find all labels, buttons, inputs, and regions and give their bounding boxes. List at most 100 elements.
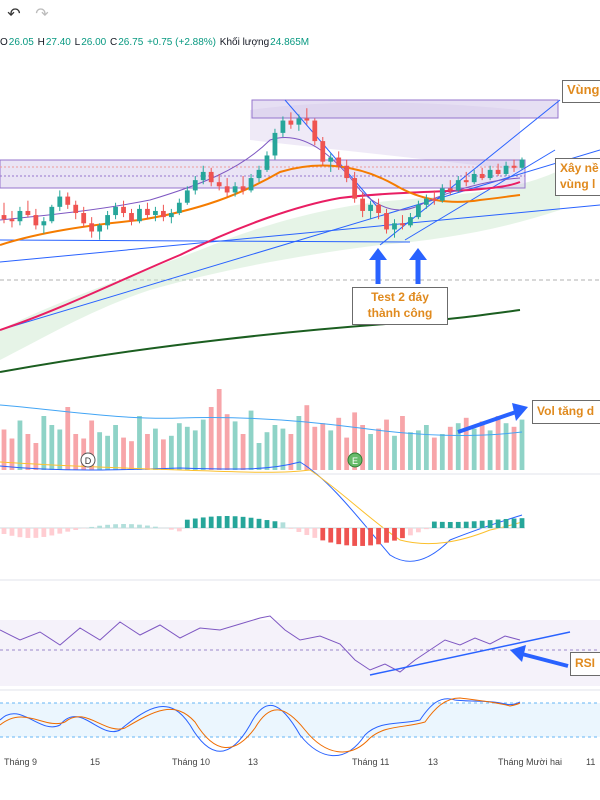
open-label: O: [0, 37, 8, 48]
undo-icon[interactable]: ↶: [7, 6, 21, 23]
arrow-up-icon: [369, 248, 387, 284]
volume-bar: [89, 420, 95, 470]
macd-bar: [240, 516, 246, 528]
candle-body: [487, 169, 493, 179]
rsi-trendline: [369, 631, 571, 676]
x-axis: Tháng 9 15 Tháng 10 13 Tháng 11 13 Tháng…: [4, 757, 595, 767]
change-value: +0.75 (+2.88%): [147, 37, 216, 48]
macd-bar: [384, 528, 389, 543]
volume-annotation: Vol tăng d: [532, 400, 600, 424]
high-label: H: [37, 37, 45, 48]
macd-bar: [49, 528, 55, 536]
candle-body: [384, 213, 389, 230]
candle-body: [336, 157, 342, 166]
volume-ma-line: [0, 404, 523, 436]
volume-bar: [280, 428, 286, 470]
candle-body: [439, 188, 445, 201]
candle-body: [137, 208, 142, 222]
candle-body: [89, 223, 95, 232]
macd-bar: [192, 518, 198, 528]
candle-body: [352, 178, 358, 199]
candle-body: [73, 204, 79, 214]
dividend-marker[interactable]: [80, 452, 96, 468]
ohlc-legend: O26.05 H27.40 L26.00 C26.75 +0.75 (+2.88…: [0, 37, 310, 51]
candle-body: [495, 169, 501, 174]
double-bottom-annotation: Test 2 đáy thành công: [352, 287, 448, 325]
volume-bar: [495, 416, 501, 470]
macd-bar: [463, 521, 469, 528]
candle-body: [328, 157, 334, 162]
volume-bar: [105, 435, 110, 470]
candle-body: [431, 198, 437, 201]
macd-bar: [288, 528, 294, 529]
macd-bar: [360, 528, 366, 546]
candle-body: [176, 202, 182, 214]
arrow-up-icon: [409, 248, 427, 284]
double-bottom-annotation-line: Test 2 đáy: [371, 290, 429, 304]
macd-bar: [455, 521, 461, 528]
macd-bar: [121, 524, 126, 528]
high-value: 27.40: [45, 37, 71, 48]
volume-bar: [168, 435, 174, 470]
candle-body: [503, 165, 509, 174]
volume-bar: [455, 423, 461, 470]
x-tick-label: Tháng Mười hai: [498, 757, 562, 767]
macd-bar: [224, 516, 230, 528]
volume-bar: [216, 389, 222, 470]
candle-body: [471, 173, 477, 183]
volume-bar: [439, 434, 445, 470]
macd-bar: [280, 522, 286, 528]
macd-bar: [1, 528, 7, 534]
ma-slow-line: [0, 309, 521, 373]
stoch-d-line: [0, 697, 521, 753]
low-value: 26.00: [81, 37, 107, 48]
macd-bar: [431, 521, 437, 528]
volume-bar: [312, 426, 318, 470]
macd-bar: [25, 528, 31, 538]
candle-body: [240, 186, 246, 191]
candle-body: [264, 155, 270, 170]
volume-bar: [447, 426, 453, 470]
volume-bar: [272, 425, 278, 470]
x-tick-label: 13: [248, 757, 258, 767]
macd-bar: [519, 518, 525, 528]
candle-body: [455, 180, 461, 191]
earnings-marker[interactable]: [347, 452, 363, 468]
rsi-line: [0, 615, 521, 673]
macd-bar: [328, 528, 334, 543]
arrow-right-icon: [457, 403, 528, 434]
volume-bar: [264, 432, 270, 470]
bollinger-band-area: [250, 102, 520, 170]
candle-body: [25, 210, 31, 216]
zone-annotation: Vùng: [562, 80, 600, 103]
macd-bar: [392, 528, 397, 541]
accumulate-annotation-line: Xây nề: [560, 161, 599, 175]
volume-bar: [160, 439, 166, 470]
volume-bar: [41, 416, 47, 470]
volume-bar: [176, 423, 182, 470]
volume-bar: [184, 426, 190, 470]
candle-body: [376, 204, 381, 214]
macd-bar: [57, 528, 63, 534]
macd-bar: [89, 526, 95, 528]
candle-body: [105, 215, 110, 226]
macd-histogram: [1, 516, 525, 546]
macd-bar: [495, 519, 501, 528]
trendline: [404, 149, 556, 241]
volume-bar: [224, 414, 230, 470]
macd-bar: [416, 528, 421, 533]
candle-body: [288, 120, 294, 125]
macd-bar: [511, 518, 517, 528]
candle-body: [113, 206, 118, 216]
stoch-band: [0, 703, 600, 737]
macd-bar: [153, 526, 158, 528]
macd-bar: [9, 528, 15, 536]
macd-bar: [73, 528, 79, 530]
macd-bar: [97, 525, 103, 528]
volume-bar: [33, 443, 39, 470]
cloud-area: [0, 170, 560, 360]
candle-body: [65, 196, 71, 205]
redo-icon[interactable]: ↷: [35, 6, 49, 23]
volume-bar: [384, 419, 389, 470]
